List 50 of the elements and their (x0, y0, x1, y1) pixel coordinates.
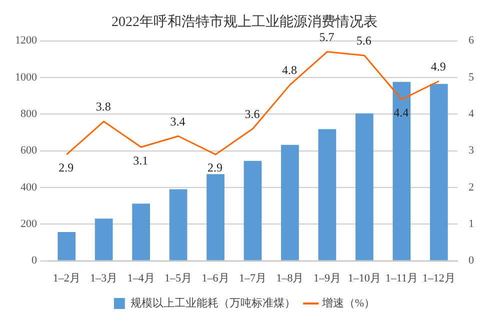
bar (356, 113, 374, 260)
x-tick-label: 1–9月 (313, 272, 341, 284)
y-tick-label: 0 (32, 254, 38, 267)
y-tick-label: 200 (20, 218, 38, 230)
y2-tick-label: 6 (468, 34, 474, 47)
bar (281, 144, 299, 260)
data-label: 5.7 (319, 30, 334, 44)
legend-label: 增速（%） (320, 296, 376, 310)
x-tick-label: 1–7月 (239, 272, 266, 284)
y-tick-label: 800 (20, 108, 38, 120)
x-tick-label: 1–12月 (422, 272, 456, 284)
data-label: 2.9 (58, 160, 74, 175)
bar (318, 129, 336, 260)
data-label: 4.8 (282, 62, 297, 77)
bar (244, 160, 262, 260)
x-tick-label: 1–3月 (90, 272, 118, 284)
legend-label: 规模以上工业能耗（万吨标准煤） (130, 296, 296, 310)
bar (206, 174, 224, 260)
y-tick-label: 1200 (15, 34, 38, 47)
x-tick-label: 1–11月 (385, 272, 418, 284)
bar (132, 204, 150, 260)
data-label: 3.6 (244, 106, 260, 121)
data-label: 4.4 (394, 106, 409, 120)
x-tick-label: 1–10月 (348, 272, 381, 284)
chart-title: 2022年呼和浩特市规上工业能源消费情况表 (112, 14, 378, 30)
data-label: 2.9 (208, 160, 223, 175)
bar (58, 232, 76, 260)
data-label: 3.1 (133, 153, 148, 168)
y-tick-label: 600 (20, 144, 38, 157)
bar (169, 189, 188, 260)
y2-tick-label: 0 (468, 254, 474, 267)
y2-tick-label: 4 (468, 108, 474, 120)
x-tick-label: 1–8月 (276, 272, 304, 284)
y2-tick-label: 5 (468, 71, 474, 84)
x-tick-label: 1–4月 (127, 272, 155, 284)
bar (430, 84, 448, 260)
data-label: 3.8 (96, 100, 111, 114)
x-tick-label: 1–6月 (202, 272, 230, 284)
y2-tick-label: 1 (468, 218, 474, 230)
data-label: 4.9 (430, 59, 446, 74)
bar (392, 82, 411, 260)
bar (94, 218, 113, 260)
x-tick-label: 1–2月 (52, 272, 80, 284)
x-tick-label: 1–5月 (164, 272, 192, 284)
data-label: 3.4 (170, 114, 186, 128)
y2-tick-label: 3 (468, 144, 474, 157)
y-tick-label: 1000 (15, 71, 38, 84)
y-tick-label: 400 (20, 181, 38, 194)
data-label: 5.6 (356, 34, 372, 48)
y2-tick-label: 2 (468, 181, 474, 194)
